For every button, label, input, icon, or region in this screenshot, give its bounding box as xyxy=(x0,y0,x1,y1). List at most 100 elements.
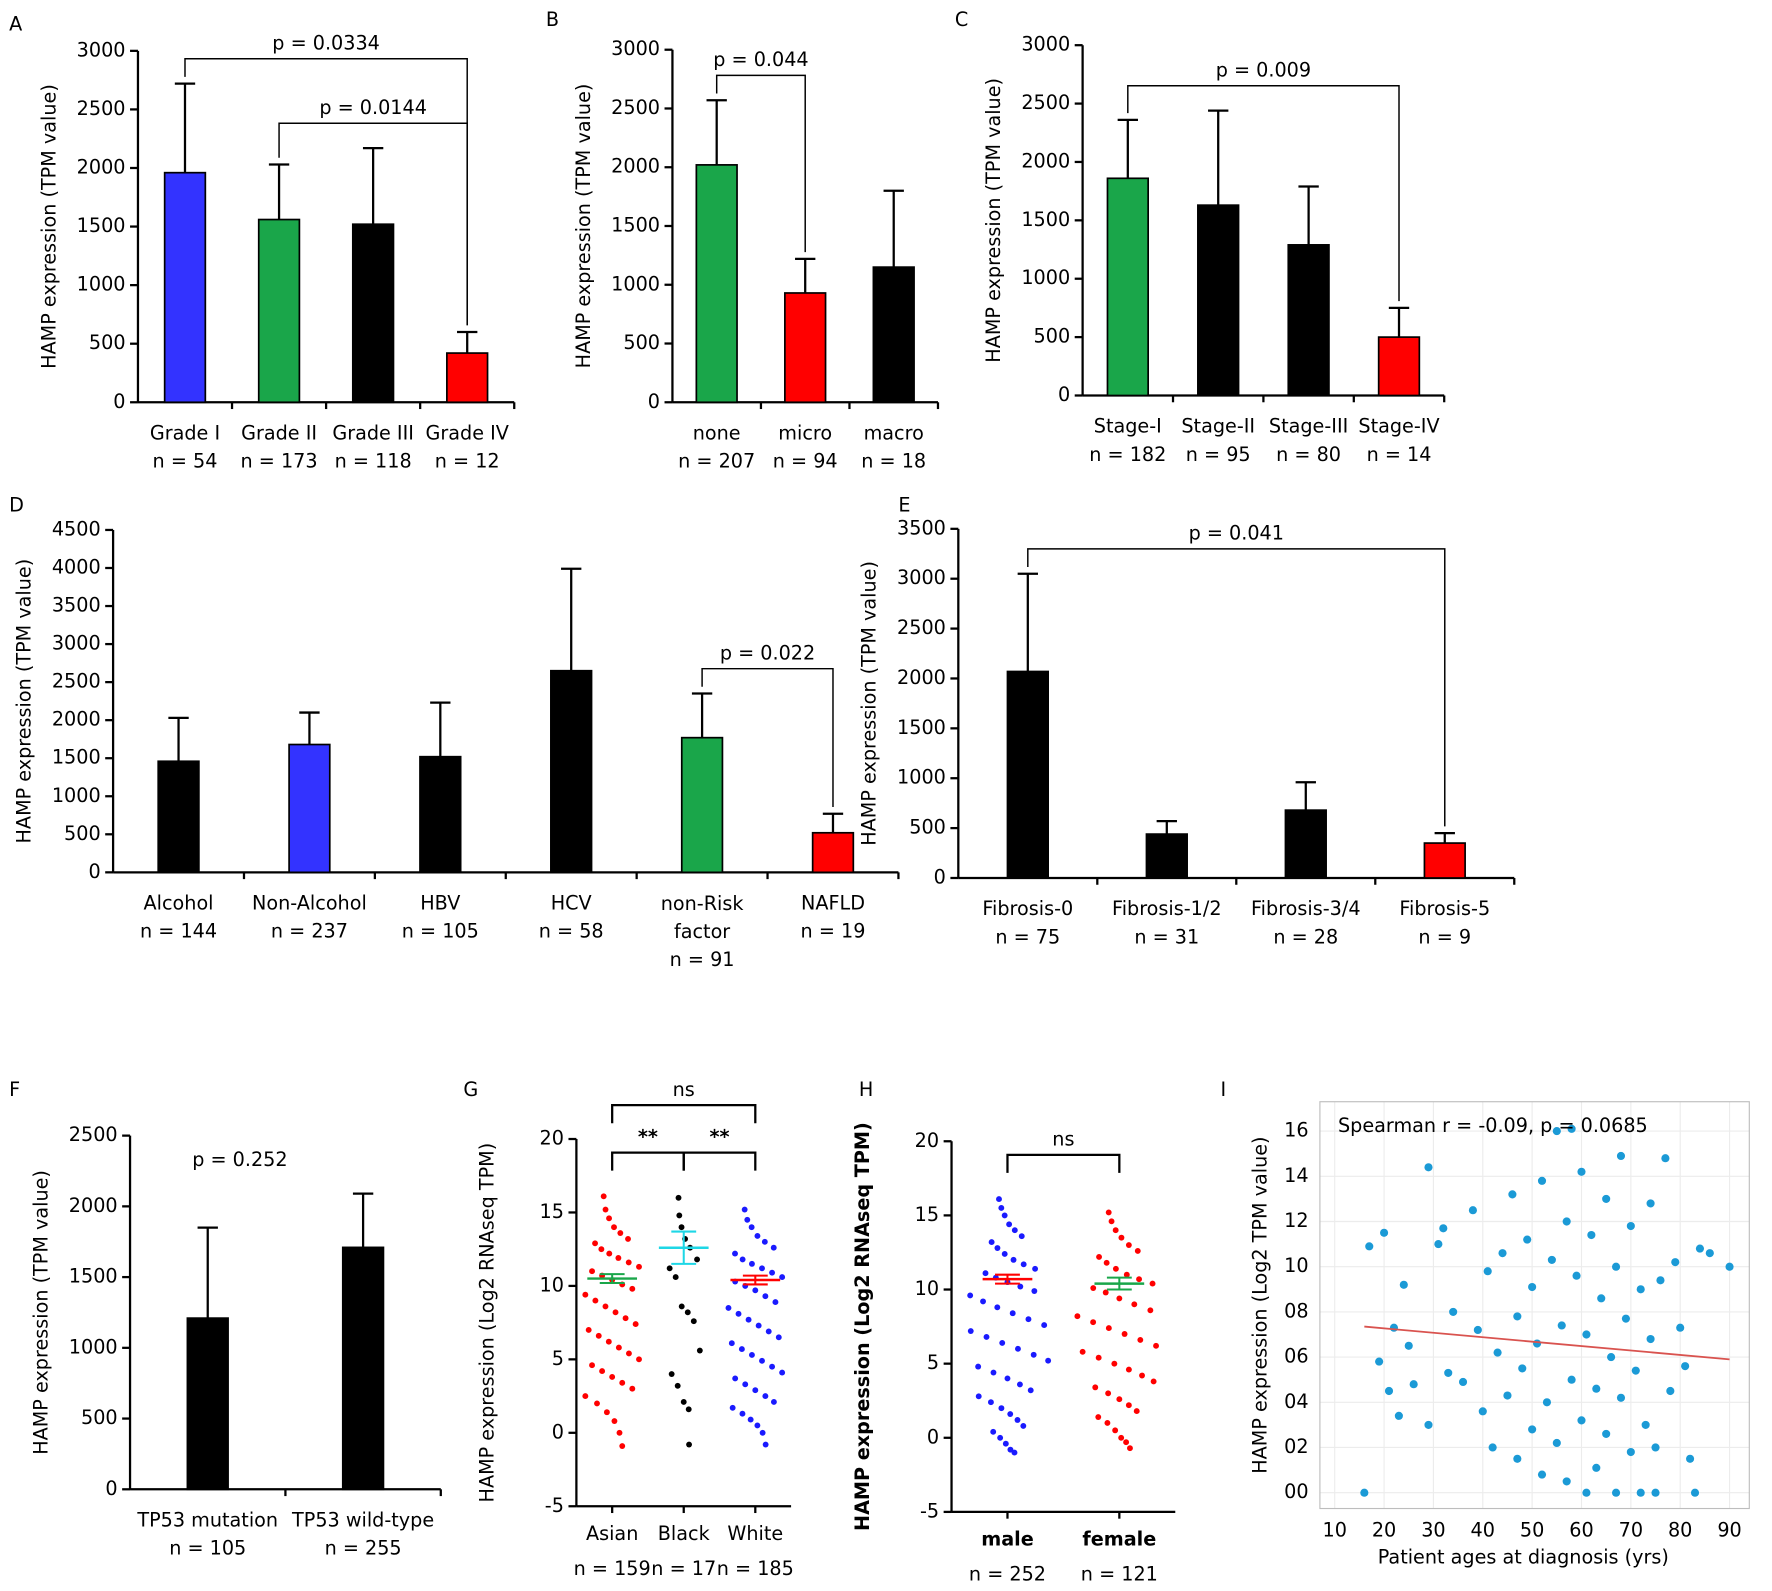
data-point xyxy=(1656,1276,1665,1285)
y-tick-label: 5 xyxy=(927,1351,939,1374)
data-point xyxy=(603,1409,610,1416)
data-point xyxy=(1592,1384,1601,1393)
y-tick-label: 16 xyxy=(1284,1119,1308,1142)
data-point xyxy=(1468,1206,1477,1215)
data-point xyxy=(1572,1271,1581,1280)
data-point xyxy=(1015,1345,1021,1352)
data-point xyxy=(1125,1242,1132,1248)
data-point xyxy=(769,1269,776,1276)
data-point xyxy=(755,1322,762,1329)
x-tick-label: Non-Alcohol xyxy=(252,891,367,914)
sample-size-label: n = 121 xyxy=(1081,1563,1158,1586)
data-point xyxy=(996,1196,1002,1203)
data-point xyxy=(694,1256,700,1263)
data-point xyxy=(1006,1221,1013,1228)
y-tick-label: 15 xyxy=(540,1200,564,1223)
data-point xyxy=(1031,1288,1038,1294)
sample-size-label: n = 17 xyxy=(651,1557,716,1580)
data-point xyxy=(729,1404,736,1411)
bar xyxy=(419,755,462,874)
data-point xyxy=(1577,1416,1586,1425)
data-point xyxy=(629,1285,636,1292)
bar xyxy=(351,223,395,404)
data-point xyxy=(1002,1440,1009,1447)
y-tick-label: 2500 xyxy=(69,1123,118,1146)
data-point xyxy=(612,1309,619,1316)
y-tick-label: 14 xyxy=(1284,1164,1308,1187)
data-point xyxy=(1111,1360,1118,1367)
y-tick-label: 02 xyxy=(1284,1435,1308,1458)
bar xyxy=(1145,833,1188,879)
panel-label: F xyxy=(9,1078,20,1101)
data-point xyxy=(1587,1230,1596,1240)
data-point xyxy=(685,1406,692,1413)
data-point xyxy=(1409,1380,1418,1389)
significance-bracket xyxy=(1006,1153,1121,1173)
data-point xyxy=(775,1334,782,1341)
data-point xyxy=(1118,1234,1125,1241)
data-point xyxy=(1444,1368,1453,1377)
bar xyxy=(157,760,200,874)
data-point xyxy=(1626,1447,1635,1457)
data-point xyxy=(999,1339,1006,1346)
x-tick-label: 50 xyxy=(1520,1519,1544,1542)
significance-label: p = 0.009 xyxy=(1216,59,1311,82)
x-tick-label: female xyxy=(1082,1528,1156,1551)
data-point xyxy=(1009,1310,1016,1317)
sample-size-label: n = 237 xyxy=(271,920,348,943)
data-point xyxy=(1103,1259,1110,1266)
y-tick-label: 500 xyxy=(89,331,126,354)
data-point xyxy=(761,1238,768,1245)
x-tick-label: Fibrosis-0 xyxy=(982,897,1073,920)
data-point xyxy=(1041,1322,1048,1329)
data-point xyxy=(684,1309,691,1316)
data-point xyxy=(1032,1265,1039,1272)
data-point xyxy=(1681,1362,1690,1371)
data-point xyxy=(982,1270,989,1277)
sample-size-label: n = 95 xyxy=(1186,443,1251,466)
sample-size-label: n = 185 xyxy=(717,1557,794,1580)
data-point xyxy=(1095,1354,1102,1361)
data-point xyxy=(606,1215,612,1222)
data-point xyxy=(1493,1348,1502,1357)
y-tick-label: 3000 xyxy=(1021,33,1070,56)
x-tick-label: White xyxy=(727,1522,783,1545)
y-tick-label: 3000 xyxy=(52,632,101,655)
data-point xyxy=(967,1328,974,1334)
panel-label: A xyxy=(9,12,22,35)
y-tick-label: 1000 xyxy=(897,766,946,789)
x-tick-label: 30 xyxy=(1421,1519,1445,1542)
bar xyxy=(1284,809,1327,879)
y-tick-label: 15 xyxy=(915,1203,939,1226)
data-point xyxy=(1365,1242,1374,1251)
data-point xyxy=(752,1287,759,1294)
data-point xyxy=(1528,1282,1537,1292)
data-point xyxy=(1439,1224,1448,1233)
data-point xyxy=(759,1265,765,1272)
bar xyxy=(341,1246,385,1491)
data-point xyxy=(1127,1445,1133,1452)
data-point xyxy=(609,1374,616,1380)
sample-size-label: n = 159 xyxy=(574,1557,651,1580)
sample-size-label: n = 80 xyxy=(1276,443,1341,466)
x-tick-label: non-Risk factor xyxy=(661,891,745,942)
y-tick-label: 2500 xyxy=(1021,91,1070,114)
y-tick-label: 3000 xyxy=(897,566,946,589)
sample-size-label: n = 91 xyxy=(670,948,735,971)
x-tick-label: HCV xyxy=(551,891,592,914)
y-tick-label: 2000 xyxy=(69,1194,118,1217)
y-tick-label: 20 xyxy=(915,1129,939,1152)
sample-size-label: n = 31 xyxy=(1134,925,1199,948)
bar xyxy=(1006,670,1049,879)
y-tick-label: 4000 xyxy=(52,555,101,578)
significance-bracket xyxy=(1027,548,1446,827)
data-point xyxy=(745,1316,752,1323)
y-tick-label: 20 xyxy=(540,1127,564,1150)
data-point xyxy=(595,1332,602,1339)
plot-frame xyxy=(1319,1101,1750,1510)
y-tick-label: 0 xyxy=(88,860,100,883)
data-point xyxy=(990,1428,997,1435)
y-axis-label: HAMP expression (TPM value) xyxy=(858,561,881,846)
panel-label: G xyxy=(463,1078,478,1101)
data-point xyxy=(1137,1336,1144,1343)
